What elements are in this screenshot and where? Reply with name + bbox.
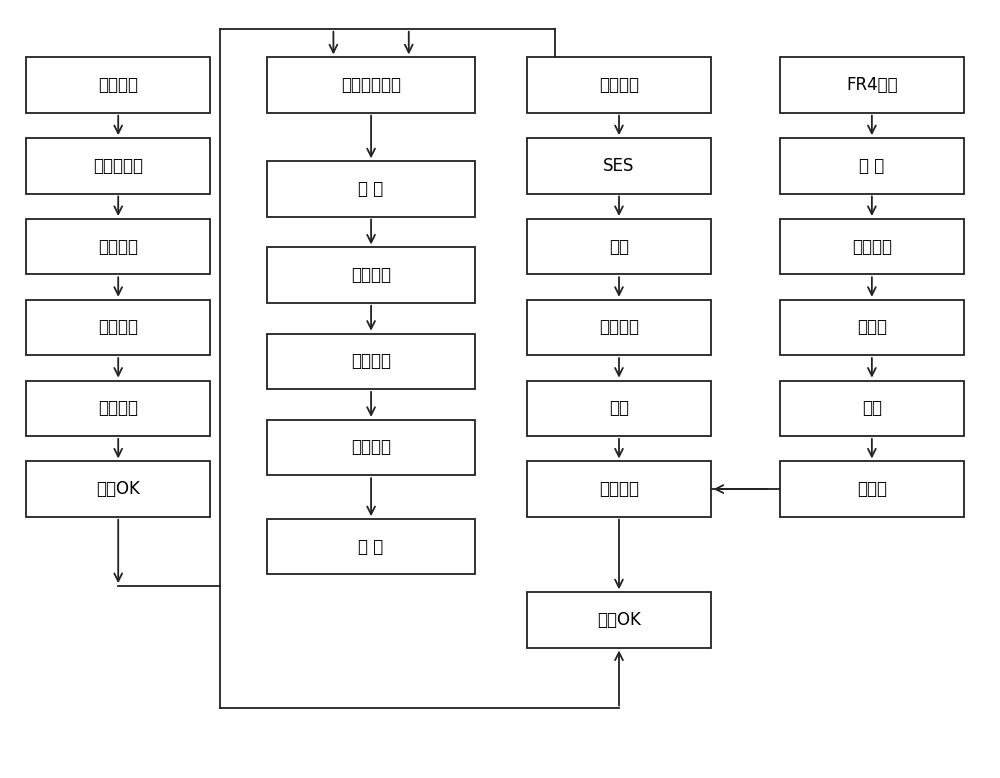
Text: 图形电镀: 图形电镀 [599,76,639,94]
Text: 表面处理: 表面处理 [98,399,138,417]
Bar [26,219,210,275]
Bar [267,334,475,389]
Text: 叠层热压处理: 叠层热压处理 [341,76,401,94]
Bar [26,58,210,113]
Bar [780,380,964,436]
Text: 裁 剪: 裁 剪 [859,157,885,175]
Text: 制作内层图: 制作内层图 [93,157,143,175]
Text: 外形加工: 外形加工 [351,266,391,284]
Bar [267,519,475,574]
Text: 字符: 字符 [609,399,629,417]
Bar [527,138,711,194]
Text: 测试OK: 测试OK [597,611,641,629]
Bar [527,300,711,355]
Text: 激光加工: 激光加工 [98,318,138,336]
Bar [267,420,475,475]
Text: 板电: 板电 [862,399,882,417]
Text: 检测OK: 检测OK [96,480,140,498]
Bar [267,161,475,216]
Bar [267,58,475,113]
Bar [26,138,210,194]
Bar [780,300,964,355]
Bar [26,461,210,517]
Bar [267,247,475,303]
Bar [527,380,711,436]
Bar [780,138,964,194]
Text: 绿油: 绿油 [609,237,629,256]
Bar [780,58,964,113]
Bar [26,380,210,436]
Text: 包 装: 包 装 [358,538,384,555]
Bar [780,461,964,517]
Text: FR4材料: FR4材料 [846,76,898,94]
Text: 表面处理: 表面处理 [599,318,639,336]
Text: SES: SES [603,157,635,175]
Text: 机械钻孔: 机械钻孔 [852,237,892,256]
Bar [780,219,964,275]
Text: 最终检查: 最终检查 [351,439,391,457]
Bar [26,300,210,355]
Bar [527,58,711,113]
Text: 陶瓷材料: 陶瓷材料 [98,76,138,94]
Text: 干菲林: 干菲林 [857,480,887,498]
Text: 钻 孔: 钻 孔 [358,180,384,198]
Text: 加工组合: 加工组合 [599,480,639,498]
Text: 蚀刻图形: 蚀刻图形 [98,237,138,256]
Bar [527,461,711,517]
Text: 电气检测: 电气检测 [351,352,391,370]
Bar [527,592,711,647]
Bar [527,219,711,275]
Text: 镀通孔: 镀通孔 [857,318,887,336]
